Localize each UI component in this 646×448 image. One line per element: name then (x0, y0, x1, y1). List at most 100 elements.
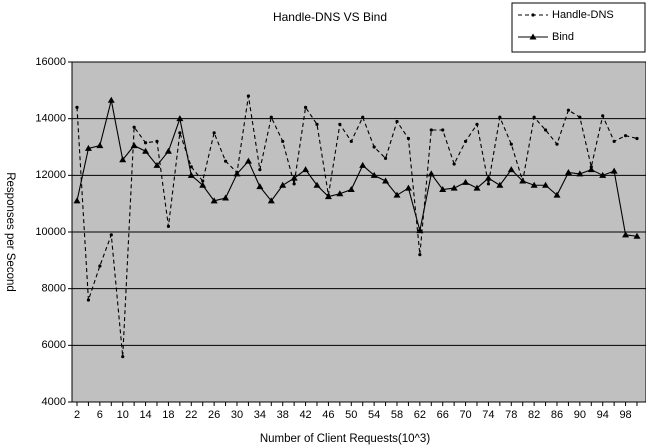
x-tick-label: 6 (97, 409, 103, 421)
point (382, 177, 390, 184)
point (244, 157, 252, 164)
point (450, 184, 458, 191)
point (519, 177, 527, 184)
point (635, 136, 639, 141)
point (383, 156, 388, 160)
legend-label: Handle-DNS (552, 9, 614, 21)
point (452, 162, 456, 166)
point (98, 264, 102, 268)
y-tick-label: 10000 (35, 226, 66, 238)
x-tick-label: 10 (117, 409, 129, 421)
y-tick-label: 4000 (42, 396, 66, 408)
point (404, 184, 412, 191)
x-axis-label: Number of Client Requests(10^3) (260, 433, 430, 445)
point (96, 142, 104, 149)
point (164, 147, 172, 154)
point (612, 139, 616, 143)
x-tick-label: 86 (551, 409, 563, 421)
x-tick-label: 70 (459, 409, 471, 421)
point (303, 105, 308, 109)
x-tick-label: 46 (322, 409, 334, 421)
point (587, 166, 595, 173)
point (601, 114, 605, 118)
point (622, 231, 630, 238)
point (281, 139, 285, 143)
point (416, 227, 424, 234)
point (132, 125, 136, 129)
point (486, 182, 491, 186)
point (119, 156, 127, 163)
point (143, 141, 148, 145)
point (633, 232, 641, 239)
point (84, 144, 92, 151)
point (155, 139, 159, 143)
point (178, 131, 182, 135)
point (370, 171, 378, 178)
x-tick-label: 98 (619, 409, 631, 421)
point (498, 115, 502, 119)
legend-label: Bind (552, 31, 574, 43)
point (361, 115, 365, 119)
point (290, 174, 298, 181)
point (439, 186, 447, 192)
point (372, 145, 376, 149)
point (555, 142, 559, 146)
point (107, 96, 115, 103)
point (336, 190, 344, 197)
point (610, 167, 618, 174)
y-tick-label: 8000 (42, 283, 66, 295)
point (599, 171, 607, 178)
x-tick-label: 74 (482, 409, 494, 421)
legend-marker (531, 13, 535, 17)
point (75, 105, 79, 109)
point (473, 184, 481, 191)
chart-title: Handle-DNS VS Bind (273, 10, 387, 24)
x-tick-label: 38 (277, 409, 289, 421)
point (256, 183, 264, 190)
point (338, 122, 342, 126)
point (199, 181, 207, 188)
point (564, 169, 572, 175)
point (475, 122, 479, 126)
y-axis-label: Responses per Second (4, 172, 16, 292)
point (176, 115, 184, 122)
x-tick-label: 2 (74, 409, 80, 421)
y-tick-label: 14000 (35, 113, 66, 125)
point (313, 181, 321, 188)
point (543, 128, 548, 132)
point (347, 186, 355, 192)
point (121, 355, 125, 359)
x-tick-label: 22 (185, 409, 197, 421)
y-tick-label: 12000 (35, 169, 66, 181)
point (142, 147, 150, 154)
point (427, 170, 435, 177)
point (576, 170, 584, 177)
point (507, 166, 515, 173)
y-tick-label: 6000 (42, 339, 66, 351)
point (302, 166, 310, 173)
point (532, 115, 536, 119)
point (463, 139, 468, 143)
y-tick-label: 16000 (35, 56, 66, 68)
point (578, 115, 582, 119)
x-tick-label: 42 (299, 409, 311, 421)
point (292, 182, 296, 186)
x-tick-label: 50 (345, 409, 357, 421)
point (166, 224, 171, 228)
point (462, 178, 470, 185)
point (201, 179, 205, 183)
series-line (76, 95, 638, 357)
point (233, 170, 241, 177)
point (566, 108, 571, 112)
x-tick-label: 62 (414, 409, 426, 421)
point (359, 161, 367, 168)
point (130, 142, 138, 149)
point (210, 197, 218, 204)
point (324, 193, 332, 200)
x-tick-label: 66 (437, 409, 449, 421)
point (623, 134, 628, 138)
point (395, 119, 399, 124)
point (484, 174, 492, 181)
